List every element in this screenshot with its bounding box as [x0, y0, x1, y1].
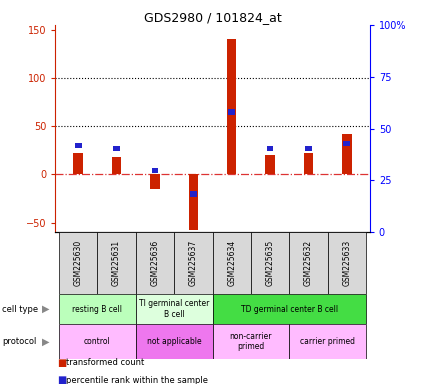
- Bar: [343, 141, 350, 146]
- Text: cell type: cell type: [2, 305, 38, 314]
- Bar: [97, 232, 136, 294]
- Text: ■: ■: [57, 358, 67, 368]
- Bar: [112, 157, 122, 174]
- Text: GSM225637: GSM225637: [189, 240, 198, 286]
- Text: GSM225634: GSM225634: [227, 240, 236, 286]
- Text: not applicable: not applicable: [147, 337, 201, 346]
- Text: TD germinal center B cell: TD germinal center B cell: [241, 305, 338, 314]
- Text: GSM225630: GSM225630: [74, 240, 83, 286]
- Text: GSM225633: GSM225633: [342, 240, 351, 286]
- Bar: [59, 232, 97, 294]
- Bar: [59, 324, 136, 359]
- Text: GSM225636: GSM225636: [150, 240, 159, 286]
- Bar: [289, 232, 328, 294]
- Text: ▶: ▶: [42, 337, 50, 347]
- Bar: [136, 324, 212, 359]
- Bar: [136, 232, 174, 294]
- Bar: [228, 109, 235, 115]
- Text: GSM225631: GSM225631: [112, 240, 121, 286]
- Bar: [305, 146, 312, 151]
- Text: TI germinal center
B cell: TI germinal center B cell: [139, 300, 210, 319]
- Text: GSM225632: GSM225632: [304, 240, 313, 286]
- Bar: [251, 232, 289, 294]
- Bar: [227, 40, 236, 174]
- Bar: [113, 146, 120, 151]
- Bar: [212, 324, 289, 359]
- Bar: [190, 191, 197, 197]
- Bar: [265, 155, 275, 174]
- Bar: [136, 294, 212, 324]
- Title: GDS2980 / 101824_at: GDS2980 / 101824_at: [144, 11, 281, 24]
- Text: ■: ■: [57, 375, 67, 384]
- Text: percentile rank within the sample: percentile rank within the sample: [66, 376, 208, 384]
- Text: ▶: ▶: [42, 304, 50, 314]
- Bar: [303, 153, 313, 174]
- Text: carrier primed: carrier primed: [300, 337, 355, 346]
- Bar: [342, 134, 351, 174]
- Bar: [266, 146, 273, 151]
- Bar: [74, 153, 83, 174]
- Bar: [328, 232, 366, 294]
- Text: control: control: [84, 337, 111, 346]
- Text: GSM225635: GSM225635: [266, 240, 275, 286]
- Bar: [189, 174, 198, 230]
- Bar: [212, 232, 251, 294]
- Bar: [174, 232, 212, 294]
- Bar: [289, 324, 366, 359]
- Text: protocol: protocol: [2, 337, 37, 346]
- Bar: [212, 294, 366, 324]
- Text: transformed count: transformed count: [66, 358, 144, 367]
- Text: non-carrier
primed: non-carrier primed: [230, 332, 272, 351]
- Bar: [152, 168, 159, 174]
- Bar: [75, 142, 82, 148]
- Text: resting B cell: resting B cell: [72, 305, 122, 314]
- Bar: [59, 294, 136, 324]
- Bar: [150, 174, 160, 189]
